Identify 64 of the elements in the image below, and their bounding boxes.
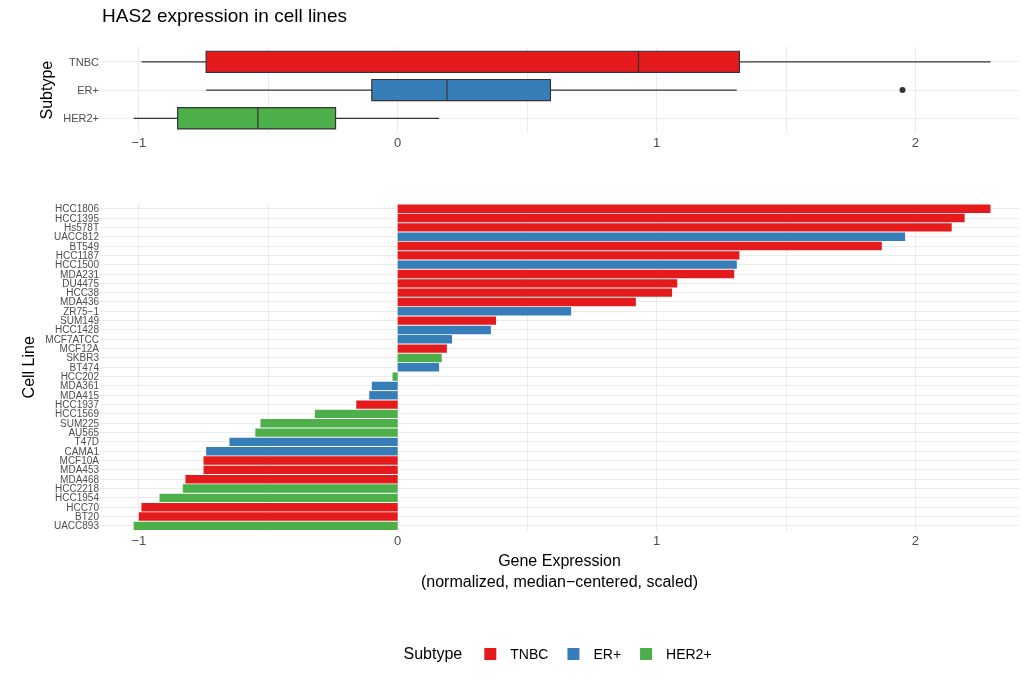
y-tick-label: MDA231 — [60, 268, 100, 280]
y-tick-label: HCC38 — [66, 287, 100, 299]
y-tick-label: T47D — [74, 436, 99, 448]
y-tick-label: HCC1937 — [55, 399, 100, 411]
y-tick-label: MCF12A — [59, 343, 100, 355]
y-tick-label: MDA468 — [60, 473, 100, 485]
y-tick-label: HCC1569 — [55, 408, 100, 420]
y-tick-label: BT549 — [69, 240, 100, 252]
x-tick-label: 0 — [394, 532, 402, 548]
x-axis-title: Gene Expression (normalized, median−centered, scaled) — [420, 552, 699, 591]
y-tick-label: MCF7ATCC — [45, 333, 99, 345]
chart-title: HAS2 expression in cell lines — [102, 5, 348, 26]
y-tick-label: HCC1428 — [55, 324, 100, 336]
bar — [397, 353, 442, 363]
x-tick-label: −1 — [131, 532, 147, 548]
y-tick-label: HCC1187 — [55, 249, 100, 261]
y-tick-label: HCC1500 — [55, 259, 100, 271]
y-axis-title: Subtype — [38, 60, 56, 120]
x-tick-label: 1 — [652, 532, 661, 548]
legend-title: Subtype — [403, 645, 463, 663]
y-tick-label: ER+ — [77, 83, 99, 96]
y-tick-label: DU4475 — [62, 277, 100, 289]
bar — [397, 232, 906, 241]
bar — [133, 521, 398, 531]
y-tick-label: HCC1806 — [55, 203, 100, 215]
y-tick-label: SUM225 — [60, 417, 100, 429]
bar — [397, 363, 440, 372]
y-axis-title: Cell Line — [20, 336, 38, 399]
y-tick-label: HCC1954 — [55, 492, 100, 504]
y-tick-label: CAMA1 — [64, 445, 100, 457]
y-tick-label: BT20 — [75, 511, 100, 523]
y-tick-label: UACC812 — [53, 231, 100, 243]
y-tick-label: HCC2218 — [55, 483, 100, 495]
legend-label: HER2+ — [666, 646, 712, 663]
y-tick-label: Hs578T — [63, 221, 99, 233]
x-tick-label: −1 — [131, 135, 147, 151]
y-tick-label: MDA415 — [60, 389, 100, 401]
legend-label: ER+ — [593, 646, 622, 663]
bar — [397, 307, 572, 316]
y-tick-label: HCC1395 — [55, 212, 100, 224]
y-tick-label: ZR75−1 — [63, 305, 100, 317]
y-tick-label: TNBC — [69, 55, 100, 68]
bar — [397, 344, 447, 353]
legend-label: TNBC — [510, 646, 549, 663]
y-tick-label: MDA453 — [60, 464, 100, 476]
y-tick-label: BT474 — [69, 361, 100, 373]
bar — [356, 400, 398, 409]
x-tick-label: 2 — [911, 532, 920, 548]
y-tick-label: HER2+ — [63, 112, 99, 125]
x-tick-label: 2 — [911, 135, 920, 151]
y-tick-label: HCC70 — [66, 501, 100, 513]
y-tick-label: UACC893 — [53, 520, 100, 532]
bar — [397, 316, 497, 325]
y-tick-label: MDA436 — [60, 296, 100, 308]
y-tick-label: SKBR3 — [66, 352, 100, 364]
y-tick-label: AU565 — [68, 427, 100, 439]
bar — [397, 260, 737, 269]
y-tick-label: MDA361 — [60, 380, 100, 392]
y-tick-label: MCF10A — [59, 455, 100, 467]
y-tick-label: HCC202 — [60, 371, 100, 383]
x-tick-label: 0 — [394, 135, 402, 151]
x-tick-label: 1 — [652, 135, 661, 151]
y-tick-label: SUM149 — [60, 315, 100, 327]
bar — [392, 372, 398, 381]
